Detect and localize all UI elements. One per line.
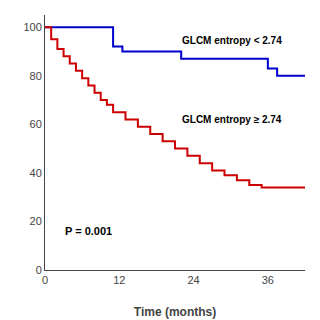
svg-text:GLCM entropy ≥ 2.74: GLCM entropy ≥ 2.74 [182,114,282,125]
svg-text:P = 0.001: P = 0.001 [65,225,112,237]
svg-text:40: 40 [30,167,42,179]
svg-text:100: 100 [23,21,41,33]
svg-text:GLCM entropy < 2.74: GLCM entropy < 2.74 [182,35,282,46]
svg-text:12: 12 [113,274,125,286]
svg-text:36: 36 [262,274,274,286]
svg-text:0: 0 [36,264,42,276]
svg-text:20: 20 [30,215,42,227]
svg-text:24: 24 [187,274,199,286]
svg-text:Time (months): Time (months) [134,305,216,319]
svg-text:80: 80 [30,70,42,82]
svg-text:60: 60 [30,118,42,130]
svg-text:0: 0 [42,274,48,286]
